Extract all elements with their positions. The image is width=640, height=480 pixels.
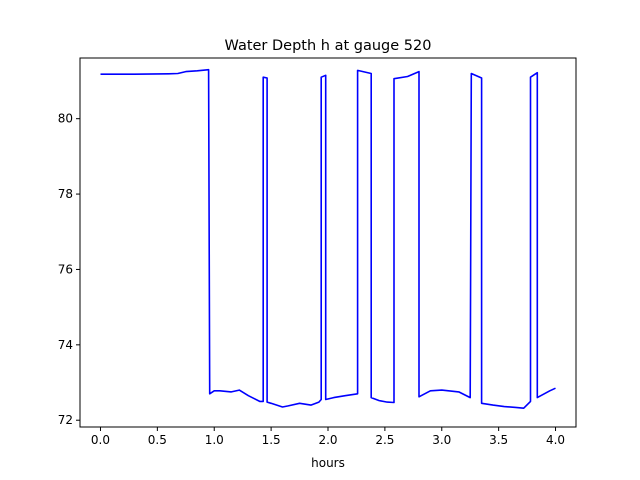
x-tick-label: 1.0 bbox=[205, 433, 224, 447]
y-tick-label: 74 bbox=[58, 338, 73, 352]
y-ticks: 72 74 76 78 80 bbox=[58, 112, 80, 427]
series-layer bbox=[100, 68, 556, 410]
x-tick-label: 0.5 bbox=[148, 433, 167, 447]
y-tick-label: 78 bbox=[58, 187, 73, 201]
x-axis-label: hours bbox=[311, 456, 345, 470]
y-tick-label: 80 bbox=[58, 112, 73, 126]
series-line-0 bbox=[100, 68, 556, 410]
x-ticks: 0.0 0.5 1.0 1.5 2.0 2.5 3.0 3.5 4.0 bbox=[91, 427, 565, 447]
x-tick-label: 0.0 bbox=[91, 433, 110, 447]
x-tick-label: 2.0 bbox=[318, 433, 337, 447]
x-tick-label: 4.0 bbox=[546, 433, 565, 447]
plot-area bbox=[80, 58, 576, 427]
x-tick-label: 1.5 bbox=[262, 433, 281, 447]
y-tick-label: 76 bbox=[58, 262, 73, 276]
y-tick-label: 72 bbox=[58, 413, 73, 427]
x-tick-label: 3.0 bbox=[432, 433, 451, 447]
x-tick-label: 3.5 bbox=[489, 433, 508, 447]
chart-title: Water Depth h at gauge 520 bbox=[225, 38, 432, 54]
x-tick-label: 2.5 bbox=[375, 433, 394, 447]
